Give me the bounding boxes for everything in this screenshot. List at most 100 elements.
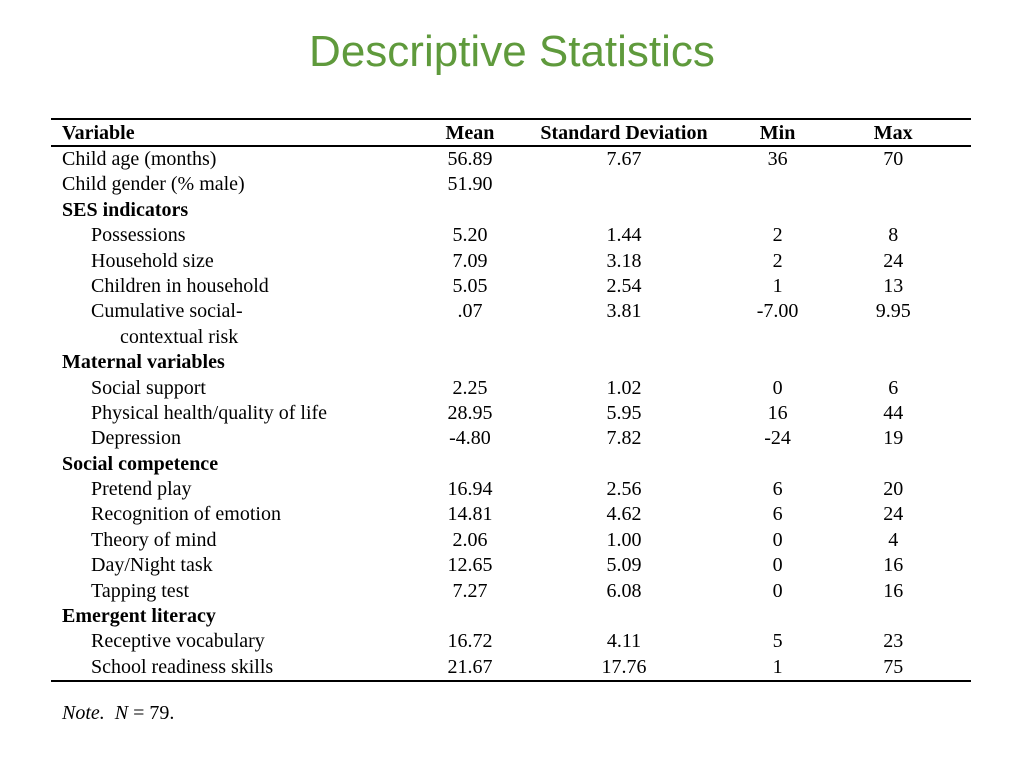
table-row: Recognition of emotion 14.81 4.62 6 24 bbox=[51, 502, 971, 527]
cell-standard-deviation: 1.00 bbox=[606, 528, 642, 551]
cell-standard-deviation bbox=[508, 325, 739, 350]
table-row: Children in household 5.05 2.54 1 13 bbox=[51, 274, 971, 299]
cell-mean bbox=[432, 604, 509, 629]
note-label: Note. bbox=[62, 702, 105, 724]
cell-variable: Physical health/quality of life bbox=[91, 401, 328, 424]
cell-standard-deviation bbox=[508, 350, 739, 375]
cell-min: 36 bbox=[767, 148, 788, 170]
cell-max: 19 bbox=[883, 427, 904, 450]
cell-mean: 2.06 bbox=[452, 528, 488, 551]
cell-mean: 2.25 bbox=[452, 376, 488, 399]
header-min: Min bbox=[759, 121, 796, 144]
cell-variable: Household size bbox=[91, 249, 214, 272]
cell-mean: 5.20 bbox=[452, 224, 488, 247]
cell-variable: Tapping test bbox=[91, 579, 190, 602]
cell-standard-deviation: 5.09 bbox=[606, 554, 642, 577]
cell-max: 9.95 bbox=[875, 300, 911, 323]
cell-mean: 16.72 bbox=[447, 630, 493, 653]
table-row: Day/Night task 12.65 5.09 0 16 bbox=[51, 553, 971, 578]
cell-mean: 7.27 bbox=[452, 579, 488, 602]
table-row: Social support 2.25 1.02 0 6 bbox=[51, 376, 971, 401]
cell-mean: 7.09 bbox=[452, 249, 488, 272]
cell-min: 2 bbox=[772, 249, 783, 272]
cell-mean bbox=[432, 198, 509, 223]
cell-standard-deviation: 7.67 bbox=[606, 148, 642, 170]
cell-max: 70 bbox=[883, 148, 904, 170]
cell-mean bbox=[432, 350, 509, 375]
cell-max bbox=[815, 172, 971, 197]
cell-standard-deviation bbox=[508, 172, 739, 197]
cell-standard-deviation: 3.18 bbox=[606, 249, 642, 272]
cell-mean: -4.80 bbox=[449, 427, 491, 450]
cell-max: 16 bbox=[883, 579, 904, 602]
table-row: Pretend play 16.94 2.56 6 20 bbox=[51, 477, 971, 502]
cell-mean bbox=[432, 325, 509, 350]
cell-variable: Day/Night task bbox=[91, 554, 213, 577]
section-row: Maternal variables bbox=[51, 350, 971, 375]
table-row: Depression -4.80 7.82 -24 19 bbox=[51, 426, 971, 451]
cell-max bbox=[815, 452, 971, 477]
header-variable: Variable bbox=[62, 121, 135, 144]
cell-max bbox=[815, 325, 971, 350]
table-row: Child age (months) 56.89 7.67 36 70 bbox=[51, 146, 971, 172]
cell-min: 0 bbox=[772, 528, 783, 551]
cell-max: 4 bbox=[888, 528, 899, 551]
descriptive-statistics-table: Variable Mean Standard Deviation Min Max… bbox=[51, 118, 971, 683]
cell-variable: Pretend play bbox=[91, 478, 192, 501]
cell-variable: Children in household bbox=[91, 274, 269, 297]
table-row: Cumulative social- .07 3.81 -7.00 9.95 bbox=[51, 299, 971, 324]
cell-min: 0 bbox=[772, 579, 783, 602]
cell-variable: Depression bbox=[91, 427, 181, 450]
cell-mean: .07 bbox=[457, 300, 483, 323]
cell-standard-deviation: 2.56 bbox=[606, 478, 642, 501]
cell-mean: 16.94 bbox=[447, 478, 493, 501]
cell-variable: Child age (months) bbox=[62, 148, 217, 170]
cell-min: -24 bbox=[764, 427, 791, 450]
cell-mean: 14.81 bbox=[447, 503, 493, 526]
section-row: Social competence bbox=[51, 452, 971, 477]
cell-variable: Social support bbox=[91, 376, 206, 399]
cell-max: 16 bbox=[883, 554, 904, 577]
cell-min bbox=[740, 604, 816, 629]
cell-variable: Recognition of emotion bbox=[91, 503, 281, 526]
cell-mean: 21.67 bbox=[431, 654, 509, 683]
cell-min bbox=[740, 350, 816, 375]
cell-min: 6 bbox=[772, 503, 783, 526]
cell-max: 23 bbox=[883, 630, 904, 653]
note-n-value: = 79. bbox=[128, 702, 175, 724]
cell-max: 75 bbox=[815, 654, 971, 683]
table-note: Note. N = 79. bbox=[62, 702, 174, 725]
cell-mean bbox=[432, 452, 509, 477]
cell-min: 5 bbox=[772, 630, 783, 653]
cell-variable: Theory of mind bbox=[91, 528, 217, 551]
cell-min: 1 bbox=[772, 274, 783, 297]
table-row: contextual risk bbox=[51, 325, 971, 350]
cell-mean: 12.65 bbox=[447, 554, 493, 577]
table-row: Physical health/quality of life 28.95 5.95… bbox=[51, 401, 971, 426]
cell-min bbox=[740, 172, 816, 197]
cell-min bbox=[740, 325, 816, 350]
cell-variable: Cumulative social- bbox=[91, 300, 243, 323]
cell-max: 8 bbox=[888, 224, 899, 247]
cell-variable: Emergent literacy bbox=[62, 605, 216, 628]
cell-standard-deviation: 4.11 bbox=[606, 630, 642, 653]
cell-standard-deviation: 4.62 bbox=[606, 503, 642, 526]
cell-max: 24 bbox=[883, 503, 904, 526]
cell-standard-deviation bbox=[508, 452, 739, 477]
cell-max: 6 bbox=[888, 376, 899, 399]
cell-mean: 5.05 bbox=[452, 274, 488, 297]
cell-min: 1 bbox=[739, 654, 816, 683]
cell-variable: Possessions bbox=[91, 224, 186, 247]
cell-variable: Child gender (% male) bbox=[62, 173, 245, 196]
cell-standard-deviation: 5.95 bbox=[606, 401, 642, 424]
cell-standard-deviation: 1.44 bbox=[606, 224, 642, 247]
cell-max: 24 bbox=[883, 249, 904, 272]
cell-min bbox=[740, 198, 816, 223]
section-row: SES indicators bbox=[51, 198, 971, 223]
table-row: Possessions 5.20 1.44 2 8 bbox=[51, 223, 971, 248]
header-mean: Mean bbox=[445, 121, 495, 144]
cell-variable: Receptive vocabulary bbox=[91, 630, 265, 653]
cell-max: 20 bbox=[883, 478, 904, 501]
stats-table-container: Variable Mean Standard Deviation Min Max… bbox=[51, 118, 971, 683]
